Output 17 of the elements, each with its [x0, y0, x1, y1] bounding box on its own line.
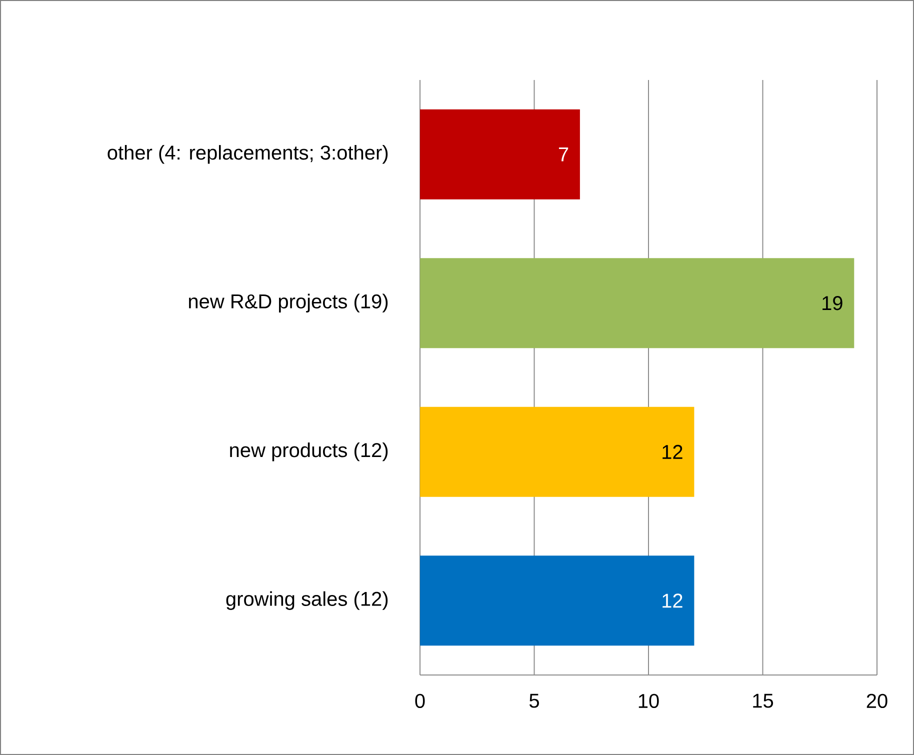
- bar: [420, 109, 580, 200]
- bar: [420, 406, 694, 497]
- bar: [420, 556, 694, 646]
- y-tick-label: other (4: replacements; 3:other): [108, 145, 388, 164]
- y-tick-label: new R&D projects (19): [189, 294, 388, 312]
- y-tick-label: new products (12): [230, 442, 388, 462]
- data-label: 12: [662, 594, 682, 608]
- data-label: 12: [662, 444, 682, 459]
- x-tick-label: 0: [415, 694, 425, 708]
- data-label: 7: [558, 148, 568, 162]
- bar: [420, 258, 854, 348]
- x-tick-label: 5: [529, 694, 539, 708]
- x-tick-label: 20: [866, 694, 888, 708]
- x-tick-label: 10: [638, 694, 659, 708]
- x-tick-label: 15: [753, 694, 774, 708]
- y-tick-label: growing sales (12): [226, 591, 388, 610]
- data-label: 19: [822, 296, 842, 310]
